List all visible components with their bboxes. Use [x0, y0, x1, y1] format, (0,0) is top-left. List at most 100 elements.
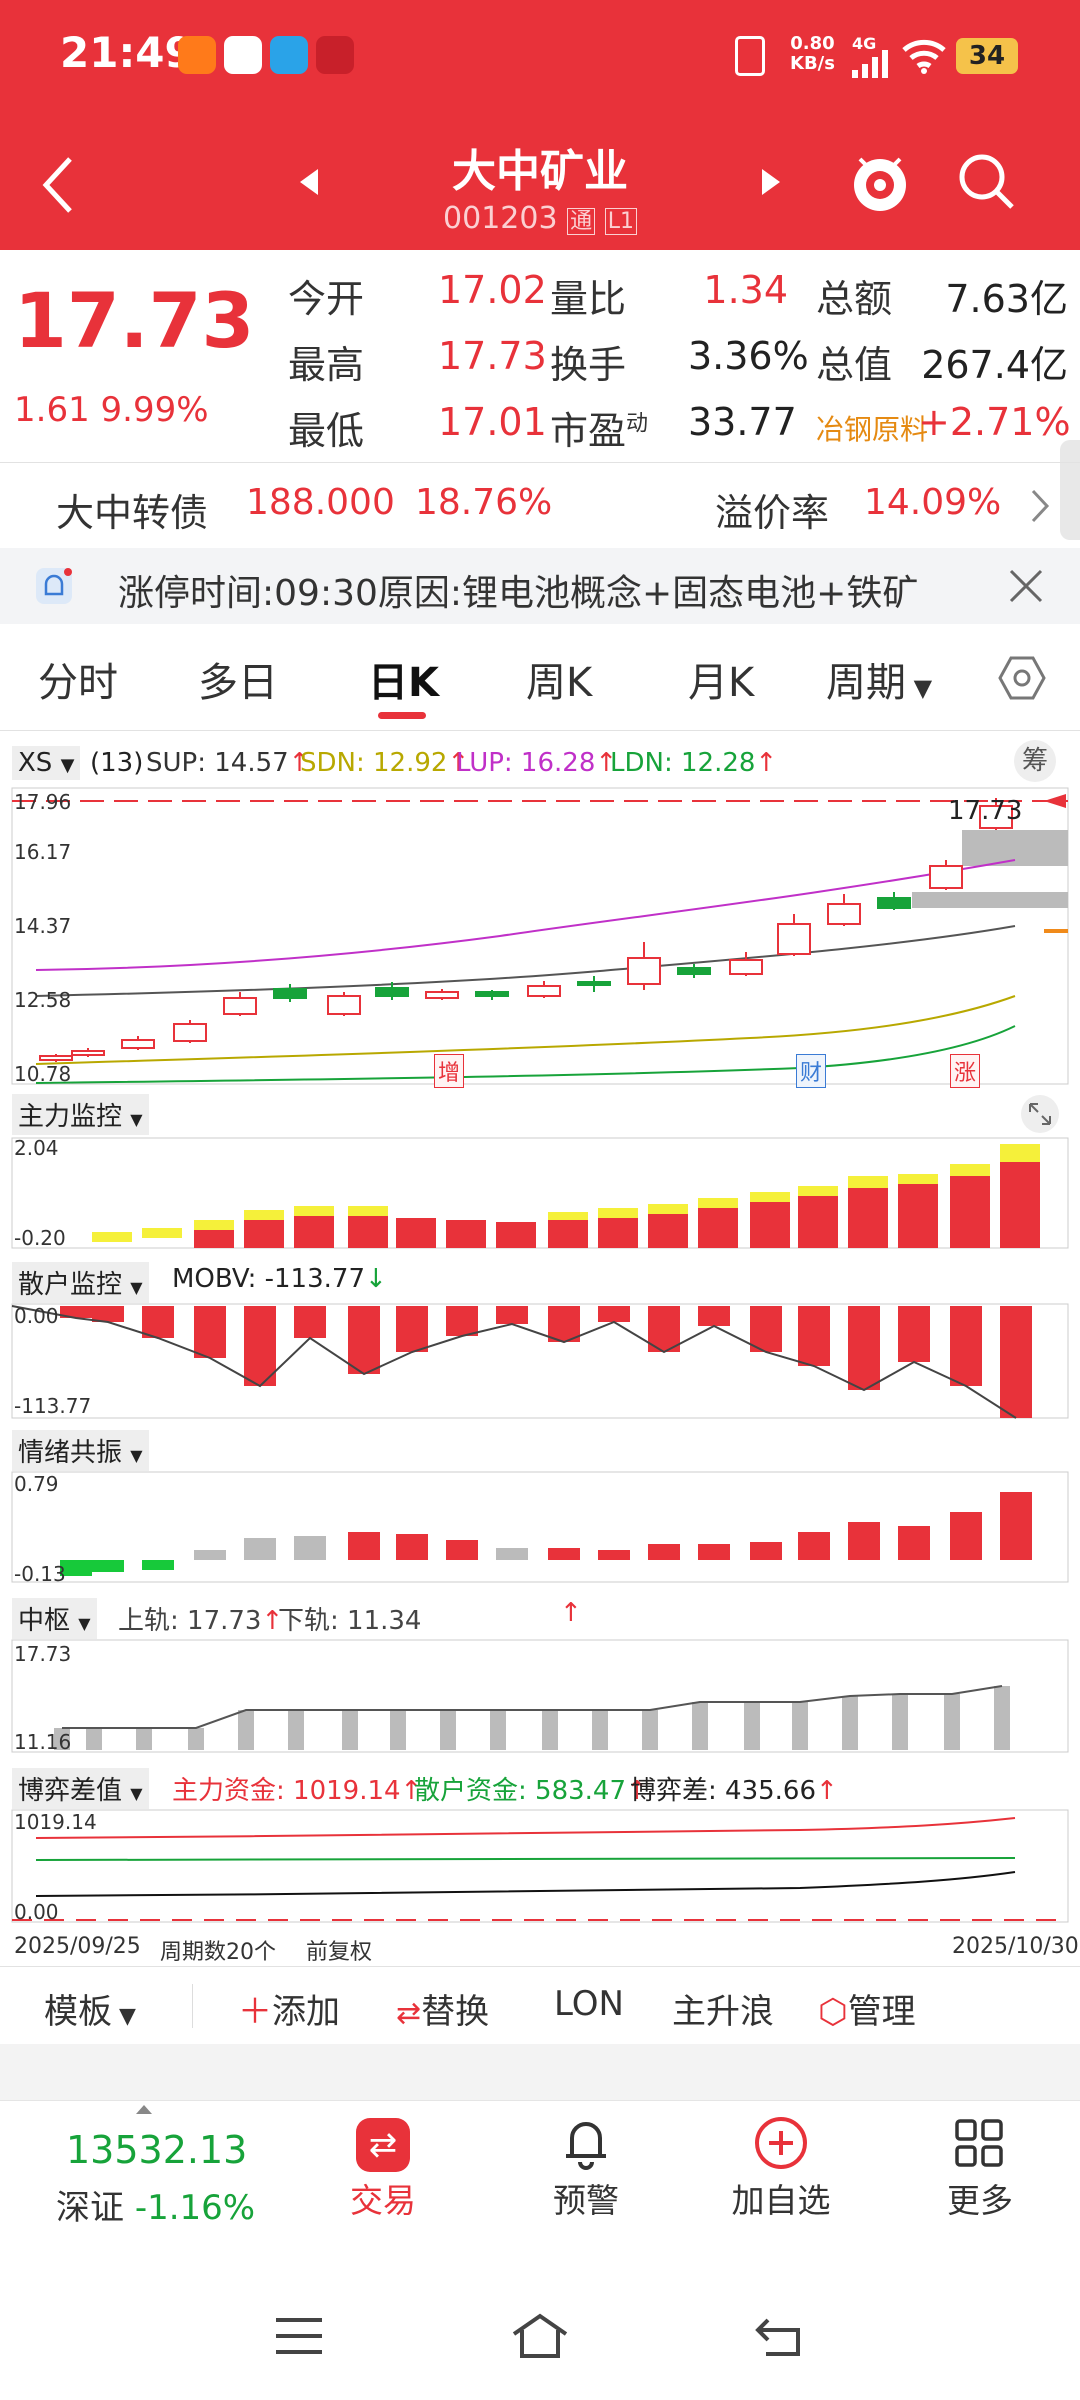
candle-body — [979, 805, 1013, 829]
battery-icon: 34 — [956, 38, 1018, 74]
mascot-icon[interactable] — [848, 149, 912, 213]
sanhu-chart[interactable] — [0, 1302, 1080, 1420]
search-icon[interactable] — [956, 151, 1016, 211]
net-speed: 0.80 KB/s — [790, 33, 835, 74]
qingxu-y-top: 0.79 — [14, 1472, 59, 1496]
candle-body — [577, 981, 611, 986]
tab-monthly-k[interactable]: 月K — [688, 660, 755, 706]
zhuli-panel-selector[interactable]: 主力监控 ▼ — [12, 1094, 149, 1135]
trade-tab[interactable]: 交易 — [350, 2181, 416, 2220]
zhongshu-bar — [944, 1694, 960, 1750]
quote-value: 17.73 — [438, 334, 547, 378]
candle-body — [375, 987, 409, 997]
tab-intraday[interactable]: 分时 — [38, 660, 118, 706]
index-row[interactable]: 深证 -1.16% — [56, 2188, 256, 2228]
tab-multiday[interactable]: 多日 — [198, 660, 278, 706]
zhuli-bar-yellow — [348, 1206, 388, 1216]
index-value[interactable]: 13532.13 — [66, 2128, 248, 2172]
qingxu-chart[interactable] — [0, 1470, 1080, 1584]
qingxu-panel-selector[interactable]: 情绪共振 ▼ — [12, 1430, 149, 1471]
next-stock-icon[interactable] — [760, 167, 782, 197]
quote-value: 7.63亿 — [945, 277, 1068, 321]
alert-bell-icon[interactable] — [558, 2114, 614, 2170]
side-handle[interactable] — [1060, 440, 1080, 540]
tab-daily-k[interactable]: 日K — [368, 660, 439, 706]
lon-indicator[interactable]: LON — [554, 1984, 624, 2024]
indicator-selector[interactable]: XS ▼ — [12, 746, 81, 780]
zhuli-bar-red — [496, 1222, 536, 1248]
trade-icon[interactable]: ⇄ — [356, 2118, 410, 2172]
expand-icon[interactable] — [1020, 1094, 1060, 1134]
boyi-chart[interactable] — [0, 1808, 1080, 1924]
zhuli-bar-yellow — [548, 1212, 588, 1220]
zhongshu-chart[interactable] — [0, 1638, 1080, 1754]
quote-value: 33.77 — [688, 400, 797, 444]
zhongshu-bar — [238, 1710, 254, 1750]
add-favorite-tab[interactable]: 加自选 — [731, 2181, 831, 2220]
sanhu-bar — [92, 1306, 124, 1322]
upper-band-line — [35, 859, 1016, 971]
menu-icon[interactable] — [274, 2316, 324, 2356]
zhongshu-bar — [792, 1702, 808, 1750]
zhongshu-bar — [692, 1702, 708, 1750]
candle-body — [223, 997, 257, 1015]
add-indicator-button[interactable]: ＋添加 — [238, 1992, 340, 2032]
zhuli-bar-yellow — [950, 1164, 990, 1176]
close-icon[interactable] — [1008, 568, 1044, 604]
app-notification-icon — [224, 36, 262, 74]
candle-body — [929, 865, 963, 889]
x-axis-end: 2025/10/30 — [952, 1934, 1079, 1959]
zhongshu-panel-selector[interactable]: 中枢 ▼ — [12, 1598, 97, 1639]
boyi-panel-selector[interactable]: 博弈差值 ▼ — [12, 1768, 149, 1809]
settings-hexagon-icon[interactable] — [998, 654, 1046, 702]
event-marker-increase[interactable]: 增 — [434, 1054, 465, 1088]
chip-distribution-button[interactable]: 筹 — [1014, 740, 1056, 782]
zhuli-chart[interactable] — [0, 1136, 1080, 1250]
notice-bar[interactable]: 涨停时间:09:30原因:锂电池概念+固态电池+铁矿 — [0, 548, 1080, 624]
sanhu-panel-selector[interactable]: 散户监控 ▼ — [12, 1262, 149, 1303]
sanhu-bar — [60, 1306, 92, 1318]
candle-body — [173, 1023, 207, 1042]
template-dropdown[interactable]: 模板 ▼ — [44, 1992, 136, 2032]
bell-icon — [36, 568, 72, 604]
stock-code-row: 001203 通 L1 — [340, 201, 740, 236]
sanhu-bar — [698, 1306, 730, 1326]
prev-stock-icon[interactable] — [298, 167, 320, 197]
plus-icon: ＋ — [238, 1992, 272, 2032]
tab-weekly-k[interactable]: 周K — [526, 660, 593, 706]
x-axis-adjust[interactable]: 前复权 — [306, 1940, 373, 1965]
chevron-up-icon[interactable] — [134, 2102, 154, 2116]
back-icon[interactable] — [40, 155, 76, 215]
home-icon[interactable] — [510, 2312, 570, 2360]
boyi-y-bottom: 0.00 — [14, 1900, 59, 1924]
tab-period[interactable]: 周期 ▼ — [826, 660, 933, 706]
connect-tag: 通 — [567, 208, 596, 235]
replace-indicator-button[interactable]: ⇄替换 — [396, 1992, 490, 2032]
quote-label: 最低 — [288, 409, 365, 453]
zhongshu-bar — [86, 1728, 102, 1750]
qingxu-bar — [194, 1550, 226, 1560]
sector-link[interactable]: 冶钢原料 — [816, 413, 929, 446]
bond-row[interactable]: 大中转债 188.000 18.76% 溢价率 14.09% — [0, 468, 1080, 544]
more-grid-icon[interactable] — [954, 2118, 1004, 2168]
zhuli-bar-yellow — [848, 1176, 888, 1188]
qingxu-bar — [698, 1544, 730, 1560]
retail-capital: 散户资金: 583.47↑ — [414, 1776, 648, 1806]
manage-button[interactable]: ⬡管理 — [818, 1992, 916, 2032]
candle-body — [39, 1055, 73, 1061]
qingxu-bar — [848, 1522, 880, 1560]
zhongshu-upper: 上轨: 17.73↑ — [118, 1606, 284, 1636]
qingxu-bar — [598, 1550, 630, 1560]
qingxu-bar — [294, 1536, 326, 1560]
quote-label: 最高 — [288, 343, 365, 387]
more-tab[interactable]: 更多 — [947, 2181, 1013, 2220]
main-trend-indicator[interactable]: 主升浪 — [672, 1992, 774, 2032]
alert-tab[interactable]: 预警 — [553, 2181, 619, 2220]
stock-code: 001203 — [443, 201, 558, 236]
candlestick-chart[interactable] — [0, 786, 1080, 1086]
event-marker-limit-up[interactable]: 涨 — [950, 1054, 981, 1088]
chevron-right-icon — [1031, 489, 1050, 523]
event-marker-finance[interactable]: 财 — [796, 1054, 827, 1088]
add-favorite-icon[interactable] — [754, 2116, 808, 2170]
back-nav-icon[interactable] — [754, 2314, 804, 2358]
